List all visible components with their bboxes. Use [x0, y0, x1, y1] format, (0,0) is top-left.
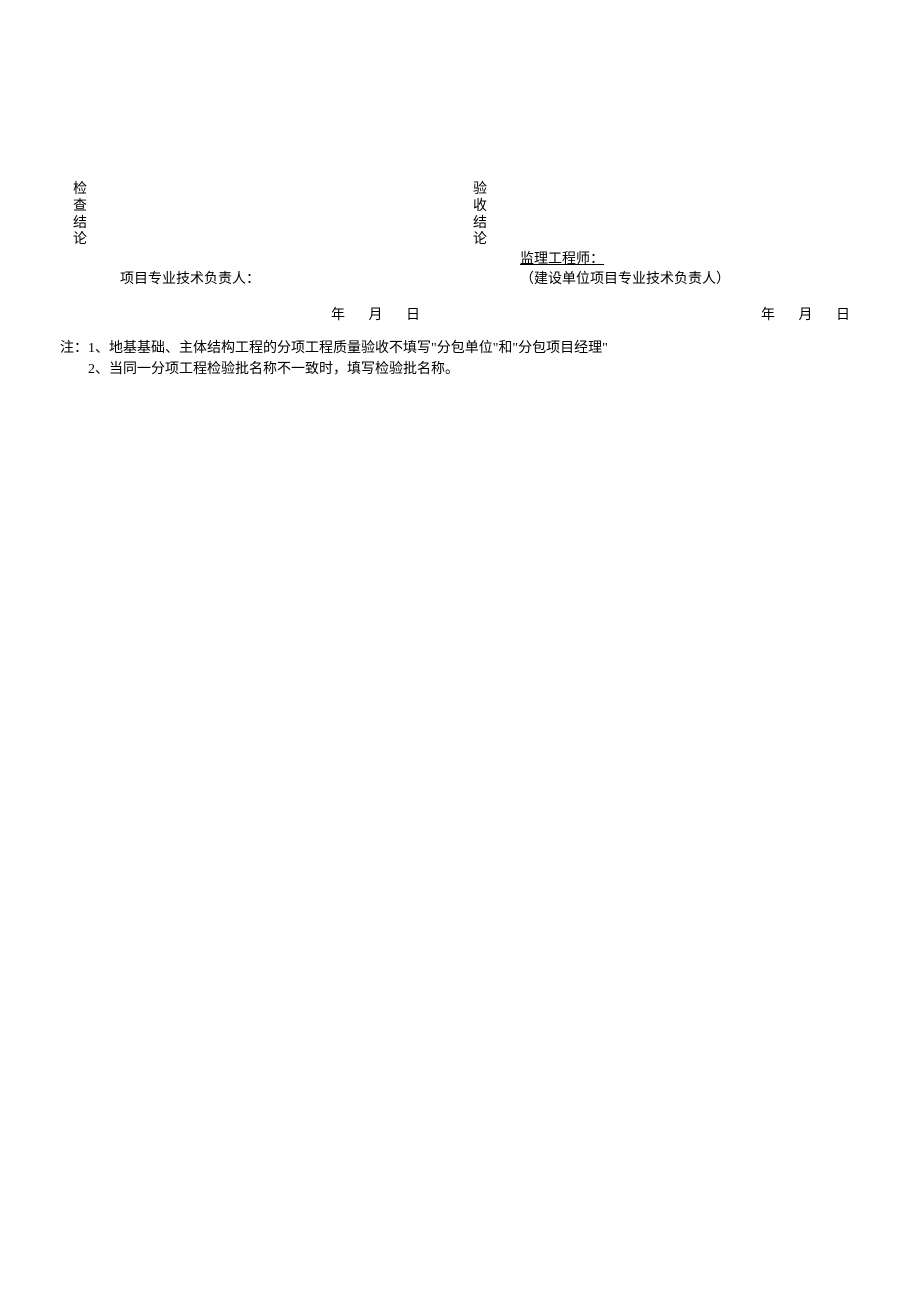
day-label: 日	[406, 308, 420, 323]
note-text-2: 2、当同一分项工程检验批名称不一致时，填写检验批名称。	[88, 359, 459, 380]
label-char: 结	[473, 216, 487, 233]
acceptance-date: 年 月 日	[751, 304, 860, 324]
inspection-content-area: 项目专业技术负责人： 年 月 日	[100, 180, 460, 310]
note-indent	[60, 359, 88, 380]
document-page: 检 查 结 论 项目专业技术负责人： 年 月 日 验 收 结 论	[0, 0, 920, 380]
month-label: 月	[369, 308, 383, 323]
month-label: 月	[799, 308, 813, 323]
note-line-2: 2、当同一分项工程检验批名称不一致时，填写检验批名称。	[60, 359, 860, 380]
project-tech-lead-label: 项目专业技术负责人：	[120, 268, 260, 288]
label-char: 结	[73, 216, 87, 233]
construction-unit-tech-lead-label: （建设单位项目专业技术负责人）	[520, 268, 730, 288]
signature-table: 检 查 结 论 项目专业技术负责人： 年 月 日 验 收 结 论	[60, 180, 860, 310]
acceptance-content-area: 监理工程师： （建设单位项目专业技术负责人） 年 月 日	[500, 180, 860, 310]
note-text-1: 1、地基基础、主体结构工程的分项工程质量验收不填写"分包单位"和"分包项目经理"	[88, 338, 608, 359]
label-char: 收	[473, 199, 487, 216]
acceptance-conclusion-column: 验 收 结 论 监理工程师： （建设单位项目专业技术负责人） 年 月 日	[460, 180, 860, 310]
note-line-1: 注： 1、地基基础、主体结构工程的分项工程质量验收不填写"分包单位"和"分包项目…	[60, 338, 860, 359]
label-char: 验	[473, 182, 487, 199]
supervisor-engineer-label: 监理工程师：	[520, 248, 604, 268]
label-char: 查	[73, 199, 87, 216]
acceptance-vertical-label: 验 收 结 论	[460, 180, 500, 310]
inspection-conclusion-column: 检 查 结 论 项目专业技术负责人： 年 月 日	[60, 180, 460, 310]
day-label: 日	[836, 308, 850, 323]
label-char: 论	[473, 232, 487, 249]
year-label: 年	[761, 308, 775, 323]
label-char: 论	[73, 232, 87, 249]
year-label: 年	[331, 308, 345, 323]
note-prefix: 注：	[60, 338, 88, 359]
label-char: 检	[73, 182, 87, 199]
notes-section: 注： 1、地基基础、主体结构工程的分项工程质量验收不填写"分包单位"和"分包项目…	[60, 338, 860, 380]
inspection-date: 年 月 日	[321, 304, 430, 324]
inspection-vertical-label: 检 查 结 论	[60, 180, 100, 310]
